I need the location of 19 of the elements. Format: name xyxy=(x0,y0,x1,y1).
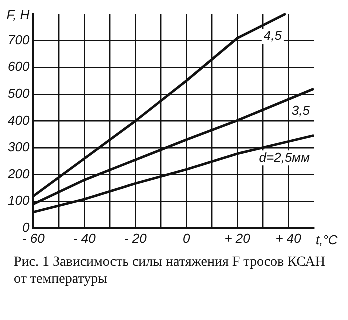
series-label: 3,5 xyxy=(292,103,311,118)
x-tick-label: + 40 xyxy=(276,230,302,246)
text: Рис. 1 Зависимость силы натяжения F тросов КСАН от температуры xyxy=(14,254,326,288)
y-tick-label: 100 xyxy=(8,193,30,208)
y-tick-label: 300 xyxy=(8,140,30,155)
x-tick-label: + 20 xyxy=(224,230,252,246)
y-tick-label: 700 xyxy=(8,32,30,48)
y-tick-label: 500 xyxy=(8,86,30,102)
y-tick-label: 0 xyxy=(22,220,30,236)
x-tick-label: - 40 xyxy=(73,230,97,246)
series-label: d=2,5мм xyxy=(259,150,310,165)
x-axis-title: t,°C xyxy=(316,232,338,248)
y-tick-label: 200 xyxy=(6,166,30,182)
x-tick-label: - 20 xyxy=(124,230,148,246)
y-tick-label: 600 xyxy=(8,59,30,74)
y-tick-label: 400 xyxy=(8,112,30,128)
x-tick-label: 0 xyxy=(182,230,191,246)
y-axis-title: F, H xyxy=(6,8,30,23)
series-label: 4,5 xyxy=(264,28,283,44)
